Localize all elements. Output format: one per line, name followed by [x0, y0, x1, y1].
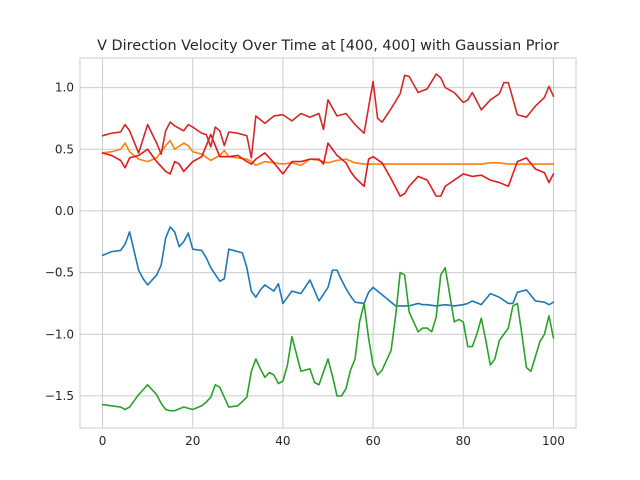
series-layer [101, 73, 555, 412]
x-tick-label: 60 [365, 434, 380, 448]
x-tick-label: 100 [542, 434, 565, 448]
x-tick-label: 0 [99, 434, 107, 448]
series-line-2 [101, 139, 555, 167]
y-tick-label: 1.0 [55, 81, 74, 95]
chart-title: V Direction Velocity Over Time at [400, … [97, 38, 559, 54]
x-tick-label: 20 [185, 434, 200, 448]
y-tick-label: −1.0 [45, 327, 74, 341]
series-line-3 [101, 266, 555, 412]
series-line-4 [101, 73, 555, 159]
x-tick-label: 40 [275, 434, 290, 448]
grid-lines [80, 58, 576, 428]
y-tick-label: 0.0 [55, 204, 74, 218]
plot-frame [79, 57, 577, 429]
plot-area [80, 58, 576, 428]
series-line-1 [101, 226, 555, 307]
y-tick-label: 0.5 [55, 142, 74, 156]
y-tick-label: −1.5 [45, 389, 74, 403]
y-tick-label: −0.5 [45, 266, 74, 280]
y-axis-tick-labels: −1.5 −1.0 −0.5 0.0 0.5 1.0 [45, 81, 74, 403]
series-line-5 [101, 133, 555, 197]
x-axis-tick-labels: 0 20 40 60 80 100 [99, 434, 565, 448]
x-tick-label: 80 [456, 434, 471, 448]
